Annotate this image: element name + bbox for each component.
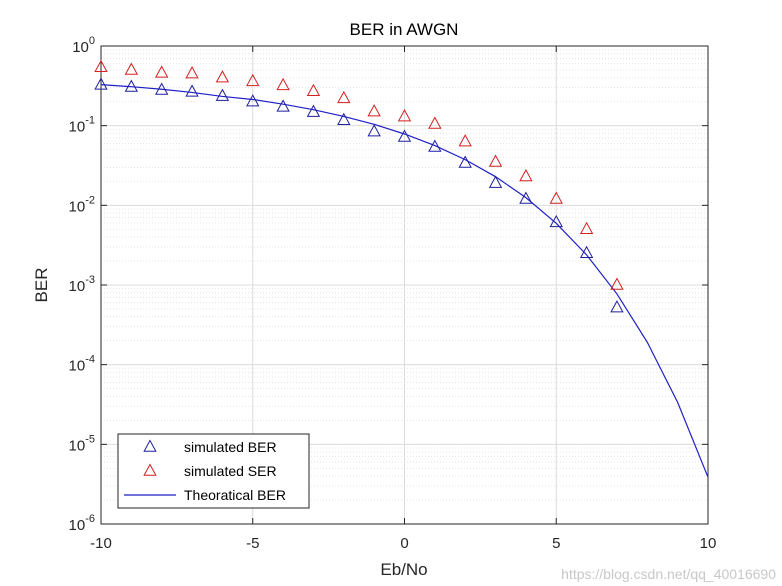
- ser-marker: [246, 73, 260, 87]
- ber-marker: [215, 88, 230, 101]
- legend: simulated BER simulated SER Theoratical BE…: [117, 433, 310, 509]
- y-tick-label: 10-6: [69, 513, 95, 534]
- x-tick-label: 5: [552, 535, 560, 552]
- ser-marker: [337, 90, 351, 104]
- ser-marker: [579, 221, 594, 235]
- ser-marker: [610, 277, 624, 290]
- x-axis-label: Eb/No: [380, 560, 427, 579]
- legend-label: Theoratical BER: [184, 487, 286, 503]
- legend-triangle-swatch: [143, 439, 157, 452]
- x-tick-label: -10: [90, 535, 112, 552]
- data-series: [94, 59, 709, 478]
- y-tick-label: 100: [72, 35, 95, 56]
- ser-marker: [428, 116, 442, 129]
- y-tick-label: 10-3: [69, 274, 95, 295]
- ber-marker: [488, 175, 503, 188]
- ber-marker: [519, 191, 533, 204]
- ser-marker: [306, 83, 321, 97]
- legend-label: simulated BER: [184, 439, 277, 455]
- ber-marker: [155, 82, 169, 95]
- theoretical-ber-line: [100, 84, 709, 478]
- ser-marker: [549, 191, 563, 204]
- ber-marker: [428, 139, 442, 152]
- ser-marker: [519, 168, 533, 182]
- ser-marker: [458, 134, 472, 147]
- ber-marker: [246, 94, 260, 107]
- ber-marker: [397, 129, 412, 142]
- ser-marker: [94, 59, 108, 73]
- ser-marker: [367, 104, 381, 117]
- legend-triangle-swatch: [143, 463, 157, 476]
- y-tick-label: 10-4: [69, 354, 95, 375]
- x-tick-label: 10: [700, 535, 717, 552]
- y-tick-label: 10-2: [69, 194, 95, 215]
- ser-marker: [276, 77, 290, 91]
- x-tick-label: 0: [400, 535, 408, 552]
- x-tick-label: -5: [246, 535, 259, 552]
- ser-marker: [397, 109, 412, 122]
- watermark-text: https://blog.csdn.net/qq_40016690: [561, 566, 776, 582]
- y-tick-label: 10-5: [69, 433, 95, 454]
- ser-marker: [124, 62, 139, 75]
- ser-marker: [488, 154, 503, 167]
- y-tick-label: 10-1: [69, 115, 95, 136]
- ser-marker: [215, 70, 230, 83]
- chart-title: BER in AWGN: [350, 20, 459, 39]
- ber-marker: [276, 99, 290, 112]
- legend-box: [117, 433, 310, 509]
- ser-marker: [155, 65, 169, 78]
- x-tick-labels: -10 -5 0 5 10: [90, 535, 716, 552]
- ber-marker: [185, 84, 199, 97]
- y-axis-label: BER: [32, 268, 51, 303]
- axis-ticks: [100, 45, 709, 525]
- ber-marker: [458, 155, 472, 168]
- ber-marker: [94, 77, 108, 90]
- ber-marker: [306, 104, 321, 117]
- ber-marker: [549, 214, 563, 228]
- ber-marker: [124, 79, 139, 92]
- ber-marker: [579, 245, 594, 259]
- y-tick-labels: 10-6 10-5 10-4 10-3 10-2 10-1 100: [69, 35, 95, 534]
- ber-marker: [337, 112, 351, 125]
- ser-marker: [185, 66, 199, 79]
- legend-label: simulated SER: [184, 463, 277, 479]
- ber-marker: [367, 124, 381, 137]
- ber-marker: [610, 300, 624, 313]
